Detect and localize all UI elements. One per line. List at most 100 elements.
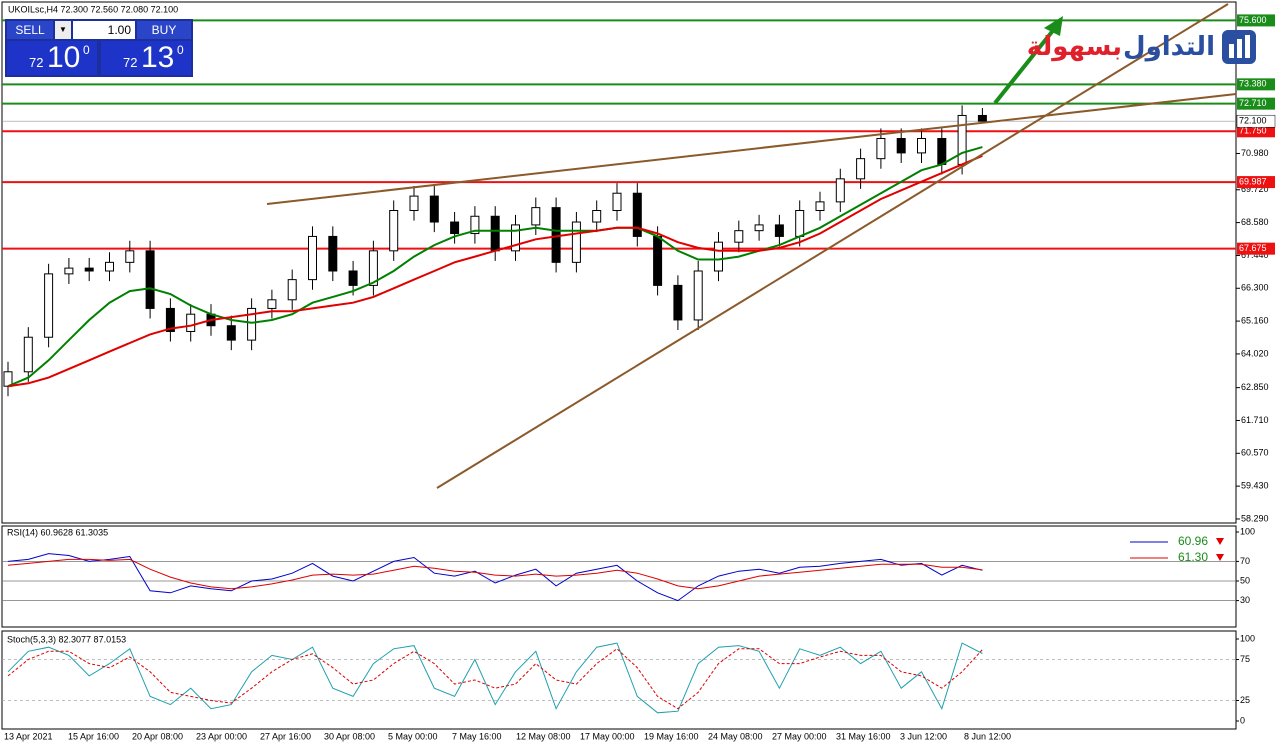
- candle-body: [267, 299, 277, 309]
- y-tick-label: 70: [1240, 556, 1250, 566]
- logo-bar: [1245, 35, 1250, 58]
- level-label-bg: [1237, 78, 1275, 91]
- candle-body: [815, 201, 825, 212]
- y-tick-label: 30: [1240, 595, 1250, 605]
- level-label-bg: [1237, 242, 1275, 255]
- y-tick-label: 70.980: [1241, 148, 1269, 158]
- candle-body: [308, 235, 317, 281]
- candle-body: [368, 250, 378, 286]
- x-tick-label: 3 Jun 12:00: [900, 731, 947, 741]
- y-tick-label: 64.020: [1241, 348, 1269, 358]
- legend-arrow: [1216, 554, 1224, 561]
- y-tick-label: 61.710: [1241, 415, 1269, 425]
- logo-text: التداول: [1123, 31, 1215, 62]
- candle-body: [429, 195, 439, 223]
- indicator-line: [7, 553, 983, 602]
- x-tick-label: 17 May 00:00: [580, 731, 635, 741]
- x-tick-label: 24 May 08:00: [708, 731, 763, 741]
- level-label-bg: [1237, 97, 1275, 110]
- candle-body: [287, 279, 297, 301]
- y-tick-label: 75: [1240, 654, 1250, 664]
- price-big: 13: [141, 41, 175, 74]
- trend-line: [436, 3, 1229, 489]
- y-tick-label: 68.580: [1241, 217, 1269, 227]
- logo-bar: [1237, 39, 1242, 58]
- candle-body: [348, 270, 358, 286]
- candle-body: [105, 261, 114, 272]
- candle-body: [774, 224, 784, 237]
- price-sup: 0: [83, 43, 90, 57]
- candle-body: [470, 215, 480, 235]
- y-tick-label: 25: [1240, 695, 1250, 705]
- logo: التداول بسهولة: [1027, 30, 1256, 64]
- level-label: 69.987: [1239, 176, 1267, 186]
- moving-average: [7, 146, 983, 388]
- candle-body: [409, 195, 419, 212]
- chart-title: UKOILsc,H4 72.300 72.560 72.080 72.100: [8, 4, 178, 14]
- sell-price[interactable]: 72 10 0: [7, 41, 97, 75]
- candle-body: [328, 235, 338, 272]
- candle-body: [145, 250, 155, 309]
- lot-down[interactable]: ▼: [55, 21, 71, 39]
- logo-bar: [1229, 44, 1234, 58]
- logo-text: بسهولة: [1027, 31, 1122, 62]
- candle-body: [957, 114, 967, 165]
- candle-body: [44, 273, 54, 338]
- candle-body: [592, 210, 602, 223]
- legend-label: 60.96: [1178, 534, 1208, 548]
- x-tick-label: 30 Apr 08:00: [324, 731, 375, 741]
- x-tick-label: 13 Apr 2021: [4, 731, 53, 741]
- price-prefix: 72: [123, 55, 138, 70]
- price-big: 10: [47, 41, 81, 74]
- y-tick-label: 66.300: [1241, 283, 1269, 293]
- panel-title: RSI(14) 60.9628 61.3035: [7, 527, 108, 537]
- candle-body: [754, 224, 764, 232]
- x-tick-label: 23 Apr 00:00: [196, 731, 247, 741]
- level-label-bg: [1237, 125, 1275, 138]
- candle-body: [247, 307, 257, 341]
- legend-label: 61.30: [1178, 550, 1208, 564]
- candle-body: [450, 221, 460, 235]
- candle-body: [734, 230, 744, 243]
- candle-body: [693, 270, 703, 321]
- buy-price[interactable]: 72 13 0: [101, 41, 191, 75]
- candle-body: [551, 207, 561, 263]
- indicator-line: [7, 642, 983, 714]
- level-label: 71.750: [1239, 126, 1267, 136]
- candle-body: [876, 138, 886, 160]
- y-tick-label: 0: [1240, 715, 1245, 725]
- y-tick-label: 100: [1240, 633, 1255, 643]
- y-tick-label: 50: [1240, 575, 1250, 585]
- candle-body: [389, 210, 399, 252]
- x-tick-label: 7 May 16:00: [452, 731, 502, 741]
- legend-arrow: [1216, 538, 1224, 545]
- x-tick-label: 31 May 16:00: [836, 731, 891, 741]
- candle-body: [186, 313, 196, 332]
- price-prefix: 72: [29, 55, 44, 70]
- y-tick-label: 100: [1240, 526, 1255, 536]
- candle-body: [84, 267, 94, 272]
- indicator-line: [7, 558, 983, 590]
- level-label-bg: [1237, 14, 1275, 27]
- y-tick-label: 59.430: [1241, 481, 1269, 491]
- level-label: 75.600: [1239, 15, 1267, 25]
- buy-button[interactable]: BUY: [137, 21, 191, 39]
- y-tick-label: 65.160: [1241, 315, 1269, 325]
- candle-body: [612, 192, 622, 212]
- sell-button[interactable]: SELL: [7, 21, 53, 39]
- level-label-bg: [1237, 176, 1275, 189]
- stoch-panel: [1, 630, 1237, 730]
- candle-body: [714, 241, 723, 272]
- lot-input[interactable]: 1.00: [73, 21, 135, 39]
- x-tick-label: 5 May 00:00: [388, 731, 438, 741]
- candle-body: [531, 207, 541, 226]
- x-tick-label: 8 Jun 12:00: [964, 731, 1011, 741]
- main-panel: [1, 1, 1237, 524]
- panel-title: Stoch(5,3,3) 82.3077 87.0153: [7, 634, 126, 644]
- candle-body: [511, 224, 520, 252]
- candle-body: [835, 178, 845, 203]
- y-tick-label: 62.850: [1241, 382, 1269, 392]
- candle-body: [937, 138, 947, 165]
